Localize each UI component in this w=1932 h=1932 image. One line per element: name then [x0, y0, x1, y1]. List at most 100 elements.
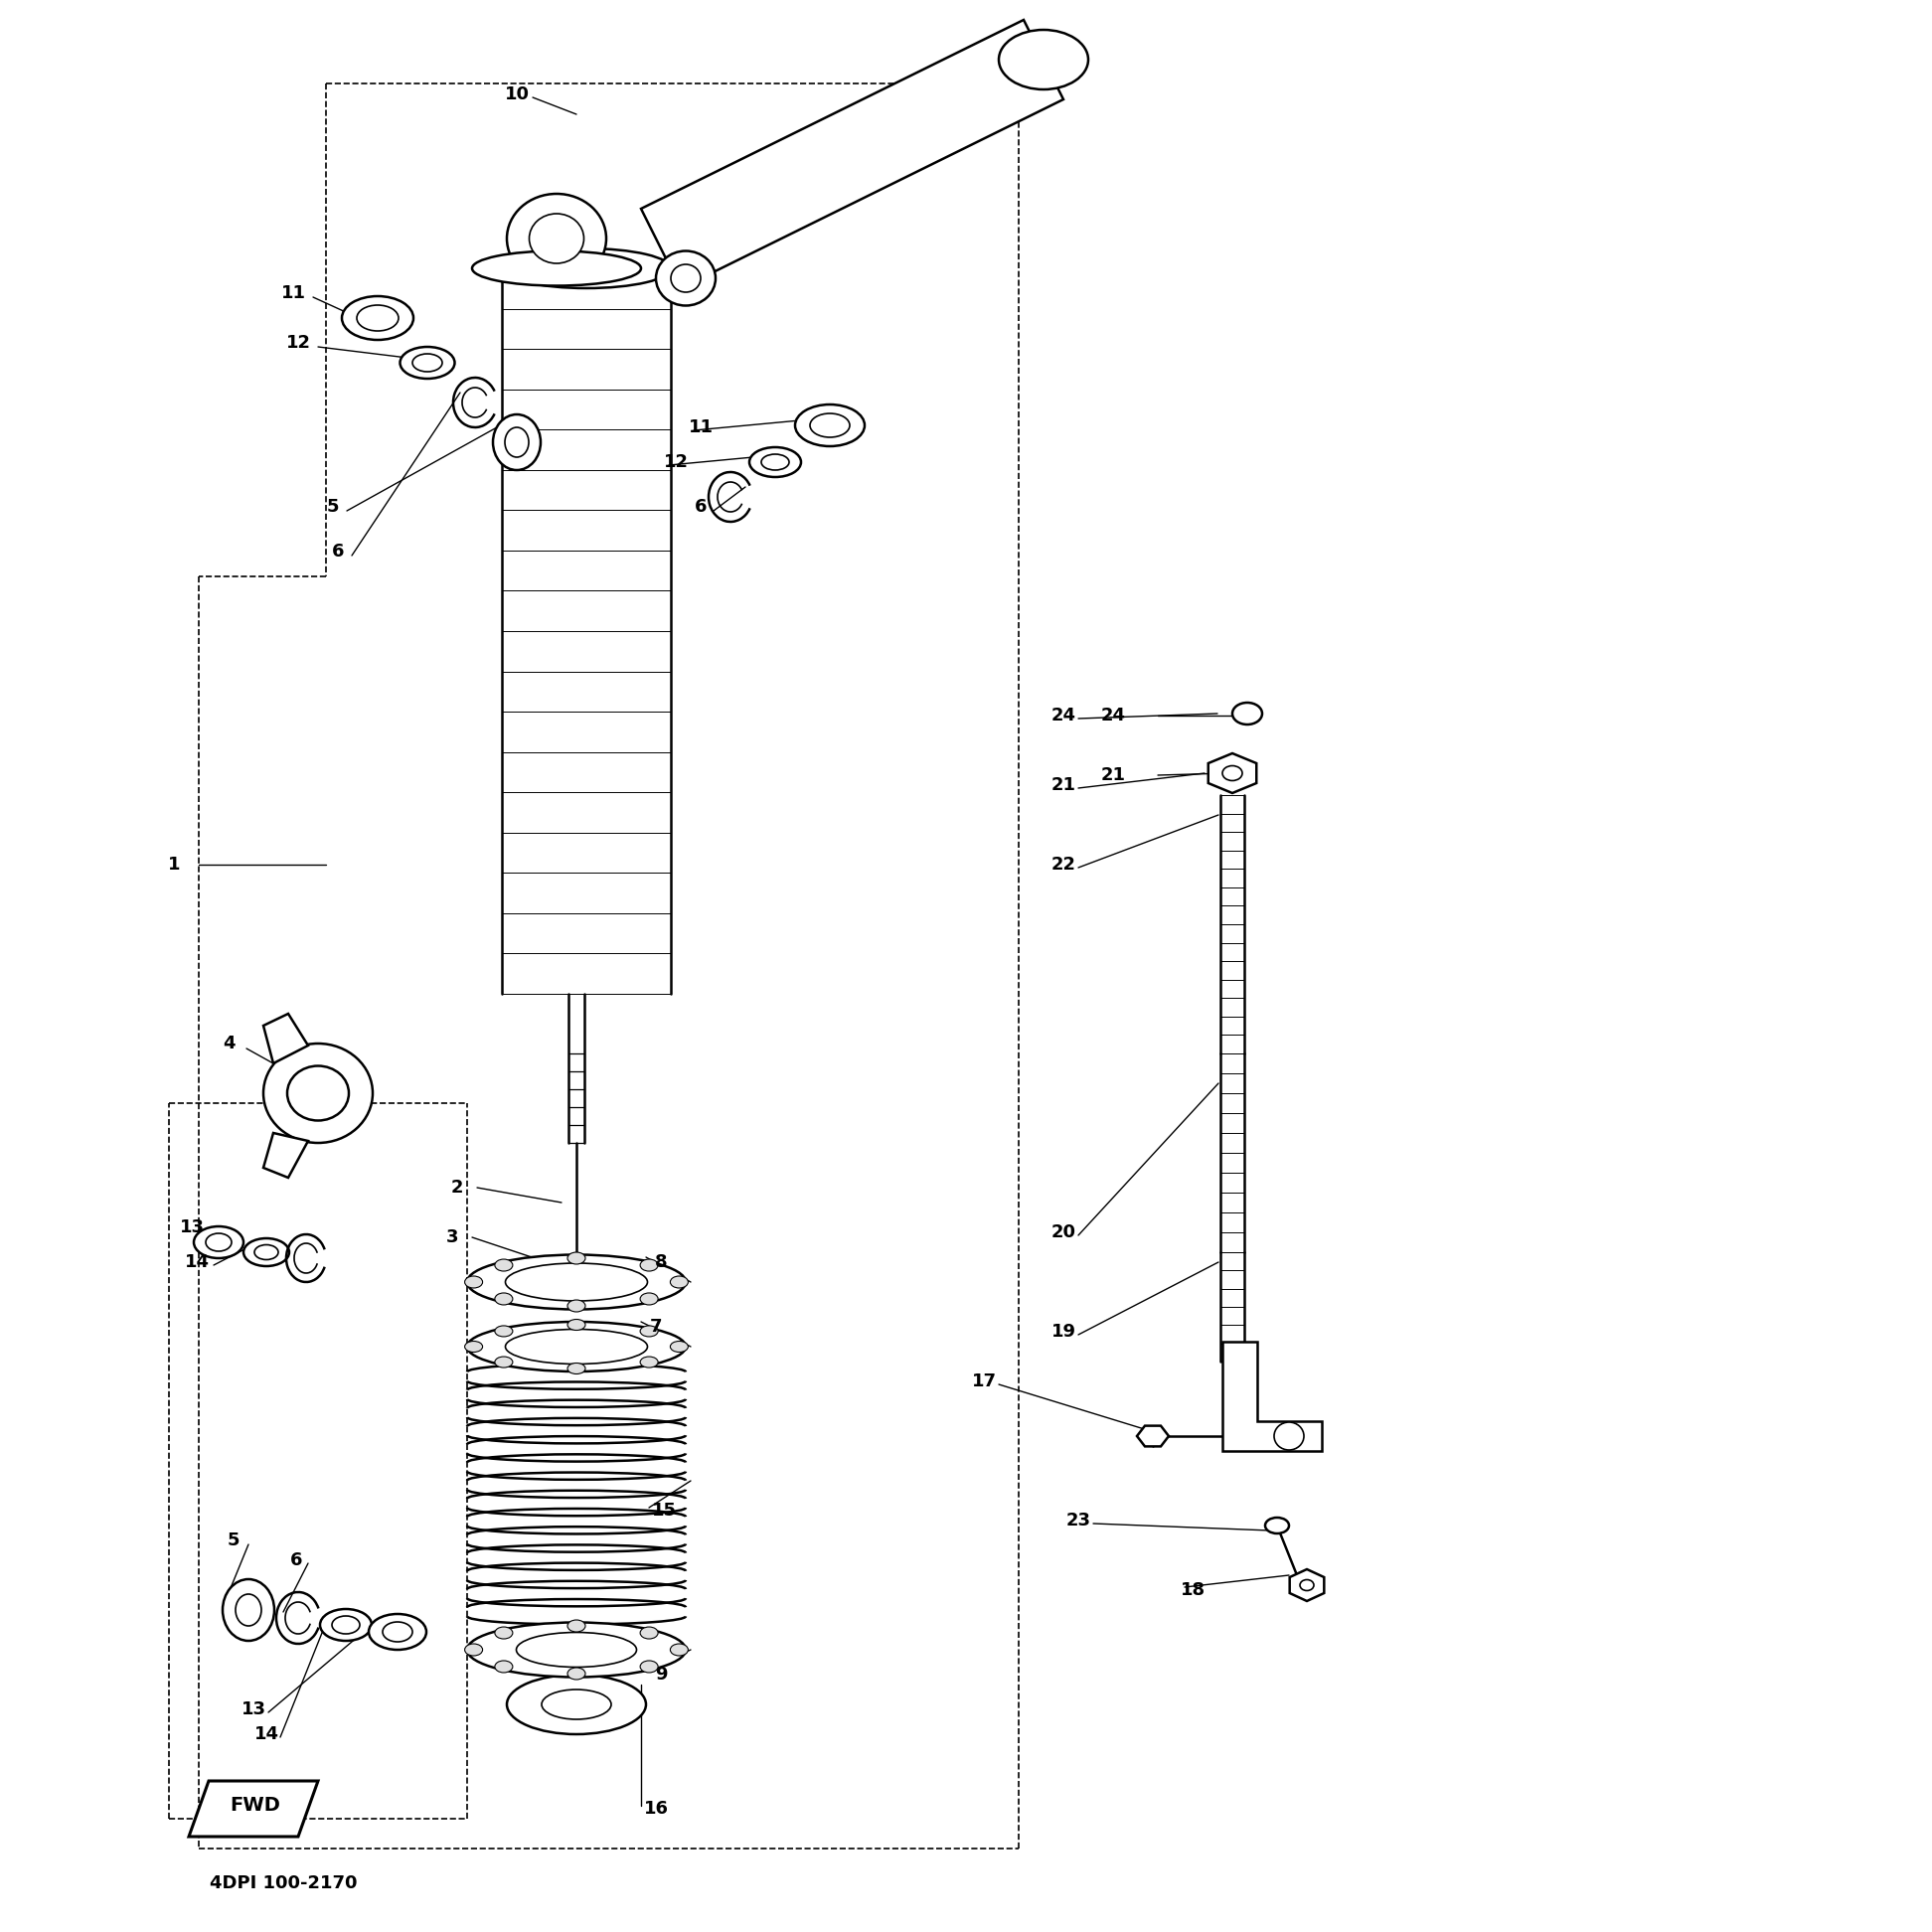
- Text: 16: 16: [643, 1801, 668, 1818]
- Ellipse shape: [243, 1238, 290, 1265]
- Text: 12: 12: [663, 454, 688, 471]
- Text: 24: 24: [1051, 707, 1076, 724]
- Ellipse shape: [400, 348, 454, 379]
- Text: 23: 23: [1066, 1511, 1092, 1530]
- Polygon shape: [1291, 1569, 1323, 1602]
- Ellipse shape: [1273, 1422, 1304, 1451]
- Text: 14: 14: [253, 1725, 278, 1743]
- Ellipse shape: [1300, 1580, 1314, 1590]
- Ellipse shape: [639, 1325, 659, 1337]
- Ellipse shape: [205, 1233, 232, 1252]
- Ellipse shape: [657, 251, 715, 305]
- Ellipse shape: [639, 1293, 659, 1304]
- Ellipse shape: [796, 404, 866, 446]
- Ellipse shape: [383, 1623, 412, 1642]
- Text: 22: 22: [1051, 856, 1076, 873]
- Ellipse shape: [357, 305, 398, 330]
- Ellipse shape: [568, 1667, 585, 1679]
- Ellipse shape: [568, 1364, 585, 1374]
- Ellipse shape: [193, 1227, 243, 1258]
- Ellipse shape: [466, 1341, 483, 1352]
- Ellipse shape: [1223, 765, 1242, 781]
- Text: 9: 9: [655, 1665, 667, 1683]
- Ellipse shape: [369, 1613, 427, 1650]
- Text: 13: 13: [242, 1700, 267, 1718]
- Ellipse shape: [495, 1627, 512, 1638]
- Text: 20: 20: [1051, 1223, 1076, 1240]
- Text: 11: 11: [280, 284, 305, 301]
- Ellipse shape: [288, 1066, 350, 1121]
- Ellipse shape: [999, 29, 1088, 89]
- Ellipse shape: [506, 1675, 645, 1735]
- Ellipse shape: [568, 1320, 585, 1331]
- Ellipse shape: [639, 1356, 659, 1368]
- Ellipse shape: [468, 1623, 686, 1677]
- Ellipse shape: [639, 1627, 659, 1638]
- Ellipse shape: [1265, 1517, 1289, 1534]
- Text: 21: 21: [1101, 767, 1126, 784]
- Ellipse shape: [670, 1644, 688, 1656]
- Text: 3: 3: [446, 1229, 458, 1246]
- Text: 4DPI 100-2170: 4DPI 100-2170: [209, 1874, 357, 1891]
- Ellipse shape: [495, 1356, 512, 1368]
- Text: 6: 6: [332, 543, 344, 560]
- Ellipse shape: [516, 1633, 636, 1667]
- Text: 5: 5: [327, 498, 340, 516]
- Ellipse shape: [466, 1275, 483, 1289]
- Text: 7: 7: [649, 1318, 663, 1335]
- Ellipse shape: [568, 1619, 585, 1633]
- Ellipse shape: [1233, 703, 1262, 724]
- Ellipse shape: [502, 249, 670, 288]
- Polygon shape: [1208, 753, 1256, 792]
- Polygon shape: [1136, 1426, 1169, 1447]
- Ellipse shape: [468, 1321, 686, 1372]
- Ellipse shape: [568, 1252, 585, 1264]
- Ellipse shape: [495, 1260, 512, 1271]
- Ellipse shape: [495, 1662, 512, 1673]
- Polygon shape: [189, 1781, 319, 1837]
- Text: 2: 2: [450, 1179, 464, 1196]
- Text: 15: 15: [651, 1501, 676, 1520]
- Ellipse shape: [529, 214, 583, 263]
- Text: 6: 6: [290, 1551, 303, 1569]
- Ellipse shape: [506, 1329, 647, 1364]
- Text: 8: 8: [655, 1254, 667, 1271]
- Polygon shape: [1223, 1341, 1321, 1451]
- Ellipse shape: [495, 1325, 512, 1337]
- Text: 6: 6: [694, 498, 707, 516]
- Text: 21: 21: [1051, 777, 1076, 794]
- Ellipse shape: [342, 296, 413, 340]
- Ellipse shape: [670, 1275, 688, 1289]
- Text: 12: 12: [286, 334, 311, 352]
- Ellipse shape: [222, 1578, 274, 1640]
- Ellipse shape: [639, 1260, 659, 1271]
- Ellipse shape: [541, 1689, 611, 1719]
- Ellipse shape: [493, 415, 541, 469]
- Ellipse shape: [495, 1293, 512, 1304]
- Ellipse shape: [506, 1264, 647, 1300]
- Text: 14: 14: [184, 1254, 209, 1271]
- Ellipse shape: [255, 1244, 278, 1260]
- Ellipse shape: [810, 413, 850, 437]
- Text: 4: 4: [222, 1034, 236, 1053]
- Text: 18: 18: [1180, 1580, 1206, 1600]
- Ellipse shape: [412, 354, 442, 371]
- Ellipse shape: [506, 193, 607, 284]
- Ellipse shape: [504, 427, 529, 458]
- Ellipse shape: [321, 1609, 371, 1640]
- Text: 13: 13: [180, 1219, 205, 1236]
- Text: 24: 24: [1101, 707, 1126, 724]
- Ellipse shape: [670, 265, 701, 292]
- Ellipse shape: [568, 1300, 585, 1312]
- Ellipse shape: [750, 446, 802, 477]
- Text: 1: 1: [168, 856, 180, 873]
- Text: 10: 10: [504, 85, 529, 102]
- Ellipse shape: [639, 1662, 659, 1673]
- Ellipse shape: [332, 1615, 359, 1634]
- Ellipse shape: [236, 1594, 261, 1627]
- Ellipse shape: [471, 251, 641, 286]
- Ellipse shape: [670, 1341, 688, 1352]
- Polygon shape: [263, 1132, 307, 1179]
- Ellipse shape: [468, 1254, 686, 1310]
- Text: FWD: FWD: [230, 1795, 280, 1814]
